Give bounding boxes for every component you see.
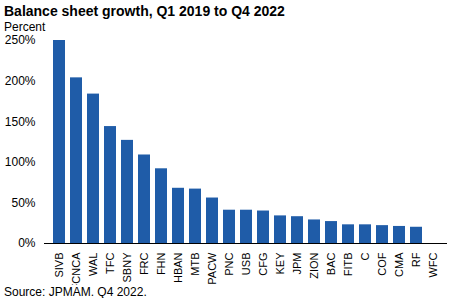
- svg-text:WAL: WAL: [87, 253, 99, 276]
- svg-text:0%: 0%: [18, 236, 36, 250]
- svg-text:200%: 200%: [5, 74, 36, 88]
- svg-text:CMA: CMA: [393, 252, 405, 277]
- svg-text:HBAN: HBAN: [172, 252, 184, 283]
- svg-text:FHN: FHN: [155, 252, 167, 275]
- svg-text:100%: 100%: [5, 155, 36, 169]
- svg-text:SBNY: SBNY: [121, 252, 133, 283]
- svg-text:BAC: BAC: [325, 252, 337, 275]
- svg-text:TFC: TFC: [104, 252, 116, 273]
- svg-text:MTB: MTB: [189, 253, 201, 276]
- html-text:Balance sheet growth, Q1 2019: Balance sheet growth, Q1 2019 to Q4 2022: [4, 3, 285, 19]
- svg-text:SIVB: SIVB: [53, 253, 65, 278]
- svg-text:USB: USB: [240, 253, 252, 276]
- svg-text:CFG: CFG: [257, 253, 269, 276]
- svg-text:FRC: FRC: [138, 252, 150, 275]
- svg-text:FCNCA: FCNCA: [70, 252, 82, 285]
- svg-text:WFC: WFC: [427, 252, 439, 277]
- svg-text:250%: 250%: [5, 34, 36, 47]
- html-text:Percent: Percent: [4, 20, 46, 34]
- svg-text:PNC: PNC: [223, 252, 235, 275]
- svg-text:150%: 150%: [5, 115, 36, 129]
- svg-text:50%: 50%: [11, 196, 35, 210]
- svg-text:RF: RF: [410, 252, 422, 267]
- svg-text:JPM: JPM: [291, 253, 303, 275]
- svg-text:C: C: [359, 252, 371, 260]
- svg-text:FITB: FITB: [342, 253, 354, 277]
- svg-text:PACW: PACW: [206, 252, 218, 285]
- html-text:Source: JPMAM. Q4 2022.: Source: JPMAM. Q4 2022.: [4, 285, 147, 298]
- svg-text:KEY: KEY: [274, 252, 286, 275]
- svg-text:COF: COF: [376, 252, 388, 276]
- svg-text:ZION: ZION: [308, 252, 320, 278]
